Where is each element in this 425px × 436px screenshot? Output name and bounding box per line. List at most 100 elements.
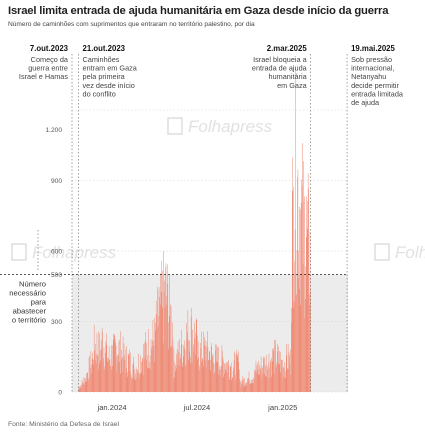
bar [172,339,174,392]
bar [279,364,280,392]
bar [151,349,153,392]
bar [300,202,302,392]
bar [178,358,180,392]
bar [248,378,249,392]
bar [102,361,104,392]
bar [129,371,131,392]
bar [104,369,106,392]
x-tick-label: jan.2025 [267,403,297,412]
bar [127,353,129,392]
bar [210,359,211,392]
bar [146,343,147,392]
watermark: Folhapress [11,243,117,262]
bar [240,380,242,392]
bar [92,352,94,392]
bar [165,267,166,392]
bar [269,367,270,392]
bar [289,356,290,392]
bar [93,324,95,392]
watermark-text: Folhapress [188,117,273,136]
bar [244,383,246,392]
bar [224,373,225,392]
bar [138,374,140,392]
bar [281,359,282,392]
bar [210,370,211,392]
bar [221,345,223,392]
bar [204,340,206,392]
bar [209,351,211,392]
bar [268,363,269,392]
bar [122,371,123,392]
bar [222,350,223,392]
bar [193,352,195,392]
bar [256,373,258,392]
bar [183,347,185,392]
bar [115,342,116,392]
bar [254,369,255,392]
bar [192,347,194,392]
bar [287,368,288,392]
bar [82,381,83,392]
bar [141,357,143,392]
bar [226,361,228,392]
bar [303,161,304,392]
annotation-text: internacional, [351,64,394,73]
bar [170,346,171,392]
bar [216,361,218,392]
bar [162,307,163,392]
bar [87,372,88,392]
bar [145,340,147,392]
annotation-text: guerra entre [28,64,68,73]
bar [154,317,156,392]
bar [143,355,145,392]
bar [102,331,103,392]
bar [153,345,155,392]
bar [272,351,274,392]
bar [261,366,263,392]
bar [263,356,264,392]
bar [254,371,256,392]
bar [258,374,260,392]
bar [172,322,173,392]
x-tick-label: jul.2024 [183,403,211,412]
bar [217,362,218,392]
bar [274,345,276,392]
watermark-text: Folhapress [32,243,117,262]
bar [104,366,105,392]
bar [308,188,309,392]
bar [153,340,154,392]
watermark-text: Folhapress [395,243,425,262]
bar [213,373,215,392]
bar [285,343,287,392]
annotation-text: pela primeira [83,72,126,81]
bar [83,377,85,392]
bar [168,316,170,392]
bar [305,299,306,392]
bar [304,318,306,392]
y-tick-label: 600 [51,249,62,256]
bar [262,373,264,392]
bar [239,381,241,392]
bar [308,294,310,392]
bar [83,383,84,392]
bar [191,307,192,392]
bar [230,366,231,392]
bar [187,310,189,392]
bar [286,355,287,392]
bar [138,353,139,392]
bar [196,318,197,392]
bar [116,356,118,392]
bar [123,343,125,392]
bar [129,349,130,392]
bar [113,334,115,392]
bar [147,368,149,392]
bar [220,376,221,392]
bar [160,304,162,392]
bar [203,331,204,392]
bar [227,372,228,392]
bar [135,367,137,392]
bar [79,388,80,392]
bar [305,266,307,392]
bar [231,377,233,392]
